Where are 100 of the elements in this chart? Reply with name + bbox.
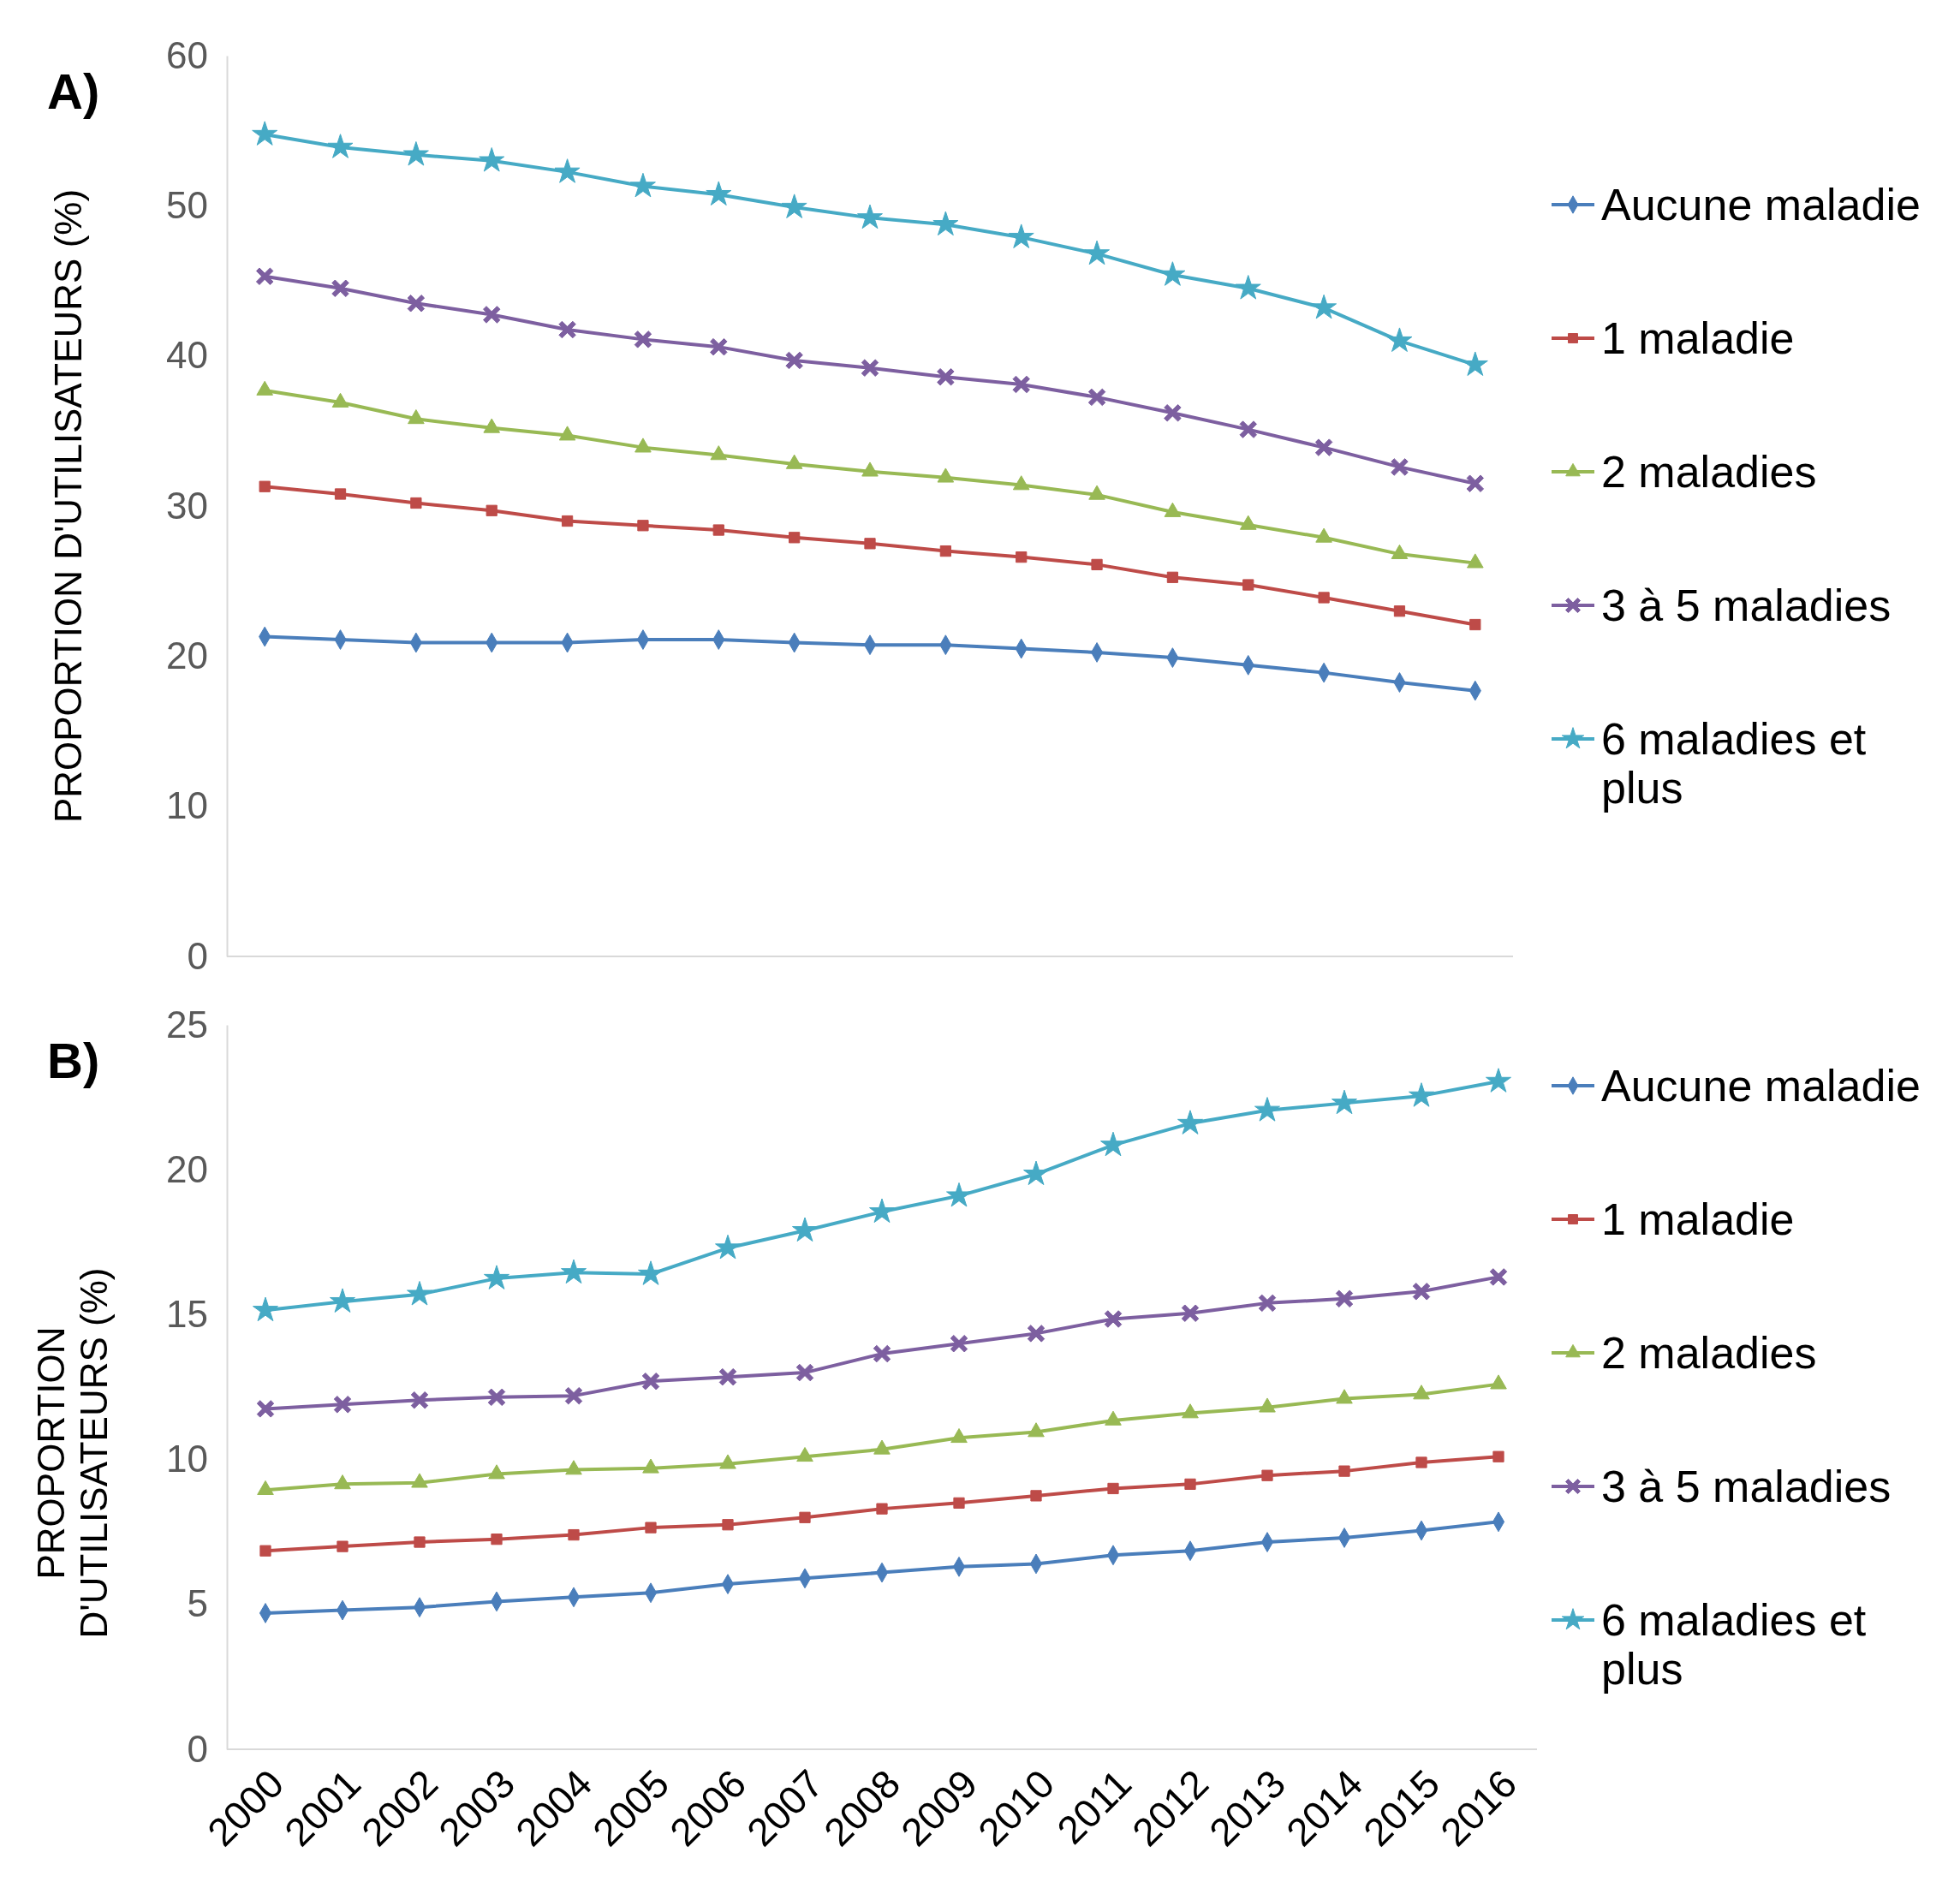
point bbox=[1084, 240, 1111, 265]
point bbox=[792, 1217, 818, 1242]
point bbox=[1261, 1469, 1273, 1481]
point bbox=[629, 172, 656, 198]
point bbox=[564, 1386, 583, 1405]
point bbox=[857, 204, 883, 229]
point bbox=[1469, 618, 1481, 631]
point bbox=[410, 497, 422, 509]
point bbox=[789, 532, 801, 544]
legend-label: 3 à 5 maladies bbox=[1601, 1462, 1891, 1512]
point bbox=[256, 1400, 275, 1418]
point bbox=[1164, 404, 1182, 422]
point bbox=[869, 1198, 895, 1224]
legend-label: 2 maladies bbox=[1601, 447, 1817, 497]
point bbox=[722, 1519, 734, 1531]
point bbox=[1166, 571, 1179, 583]
point bbox=[1258, 1294, 1277, 1313]
legend-label: 3 à 5 maladies bbox=[1601, 581, 1891, 631]
y-tick-label: 20 bbox=[166, 634, 208, 676]
point bbox=[331, 279, 349, 297]
point bbox=[1242, 579, 1254, 591]
y-tick-label: 0 bbox=[187, 1727, 208, 1770]
point bbox=[487, 1388, 506, 1407]
point bbox=[946, 1182, 972, 1207]
point bbox=[1318, 592, 1330, 604]
point bbox=[864, 538, 876, 550]
point bbox=[641, 1373, 660, 1391]
point bbox=[408, 409, 425, 425]
point bbox=[561, 515, 574, 527]
point bbox=[1466, 474, 1485, 492]
point bbox=[333, 1396, 352, 1414]
point bbox=[334, 488, 347, 500]
point bbox=[558, 320, 576, 339]
legend-label: 2 maladies bbox=[1601, 1328, 1817, 1379]
point bbox=[1386, 327, 1413, 352]
point bbox=[953, 1497, 965, 1509]
point bbox=[253, 1296, 278, 1322]
point bbox=[718, 1367, 737, 1386]
point bbox=[407, 1280, 432, 1306]
point bbox=[861, 359, 879, 377]
point bbox=[402, 141, 429, 166]
y-tick-label: 5 bbox=[187, 1582, 208, 1625]
point bbox=[715, 1234, 741, 1260]
point bbox=[1335, 1289, 1354, 1308]
point bbox=[1409, 1082, 1434, 1107]
y-tick-label: 30 bbox=[166, 484, 208, 527]
point bbox=[710, 337, 728, 356]
y-tick-label: 10 bbox=[166, 1438, 208, 1480]
point bbox=[1107, 1482, 1119, 1495]
legend-label: 6 maladies et plus bbox=[1601, 1595, 1867, 1694]
y-tick-label: 15 bbox=[166, 1292, 208, 1335]
point bbox=[781, 194, 807, 218]
legend-label: Aucune maladie bbox=[1601, 1061, 1921, 1111]
y-tick-label: 10 bbox=[166, 784, 208, 827]
point bbox=[634, 331, 652, 348]
point bbox=[937, 367, 955, 386]
point bbox=[483, 306, 501, 324]
point bbox=[491, 1534, 503, 1546]
point bbox=[1331, 1089, 1357, 1115]
point bbox=[1184, 1478, 1196, 1490]
y-tick-label: 50 bbox=[166, 183, 208, 226]
point bbox=[1159, 261, 1186, 286]
point bbox=[479, 147, 505, 172]
point bbox=[712, 524, 724, 536]
text: A) bbox=[47, 63, 100, 119]
point bbox=[645, 1522, 657, 1534]
point bbox=[554, 158, 581, 183]
point bbox=[407, 295, 426, 313]
point bbox=[1027, 1325, 1046, 1343]
point bbox=[1030, 1490, 1042, 1502]
point bbox=[637, 520, 649, 532]
legend-label: 1 maladie bbox=[1601, 313, 1795, 364]
y-axis-title: PROPORTION D'UTILISATEURS (%) bbox=[47, 188, 89, 824]
point bbox=[1486, 1068, 1511, 1093]
point bbox=[795, 1363, 814, 1382]
y-tick-label: 20 bbox=[166, 1147, 208, 1190]
point bbox=[950, 1335, 968, 1353]
point bbox=[1235, 275, 1261, 300]
point bbox=[330, 1288, 355, 1313]
point bbox=[410, 1391, 429, 1409]
y-tick-label: 40 bbox=[166, 334, 208, 377]
point bbox=[1239, 420, 1257, 438]
point bbox=[1412, 1283, 1431, 1301]
y-axis-title: PROPORTION D'UTILISATEURS (%) bbox=[30, 1267, 115, 1639]
point bbox=[484, 1265, 509, 1289]
legend-label: Aucune maladie bbox=[1601, 180, 1921, 230]
point bbox=[932, 211, 959, 236]
point bbox=[1415, 1456, 1427, 1468]
point bbox=[1254, 1097, 1280, 1122]
point bbox=[561, 1259, 587, 1284]
point bbox=[327, 134, 354, 158]
point bbox=[1177, 1110, 1203, 1135]
point bbox=[1023, 1160, 1049, 1186]
point bbox=[259, 1545, 271, 1557]
point bbox=[1391, 458, 1409, 476]
point bbox=[785, 351, 803, 370]
point bbox=[1338, 1465, 1350, 1477]
point bbox=[706, 181, 732, 205]
point bbox=[1314, 438, 1333, 456]
y-tick-label: 0 bbox=[187, 934, 208, 977]
